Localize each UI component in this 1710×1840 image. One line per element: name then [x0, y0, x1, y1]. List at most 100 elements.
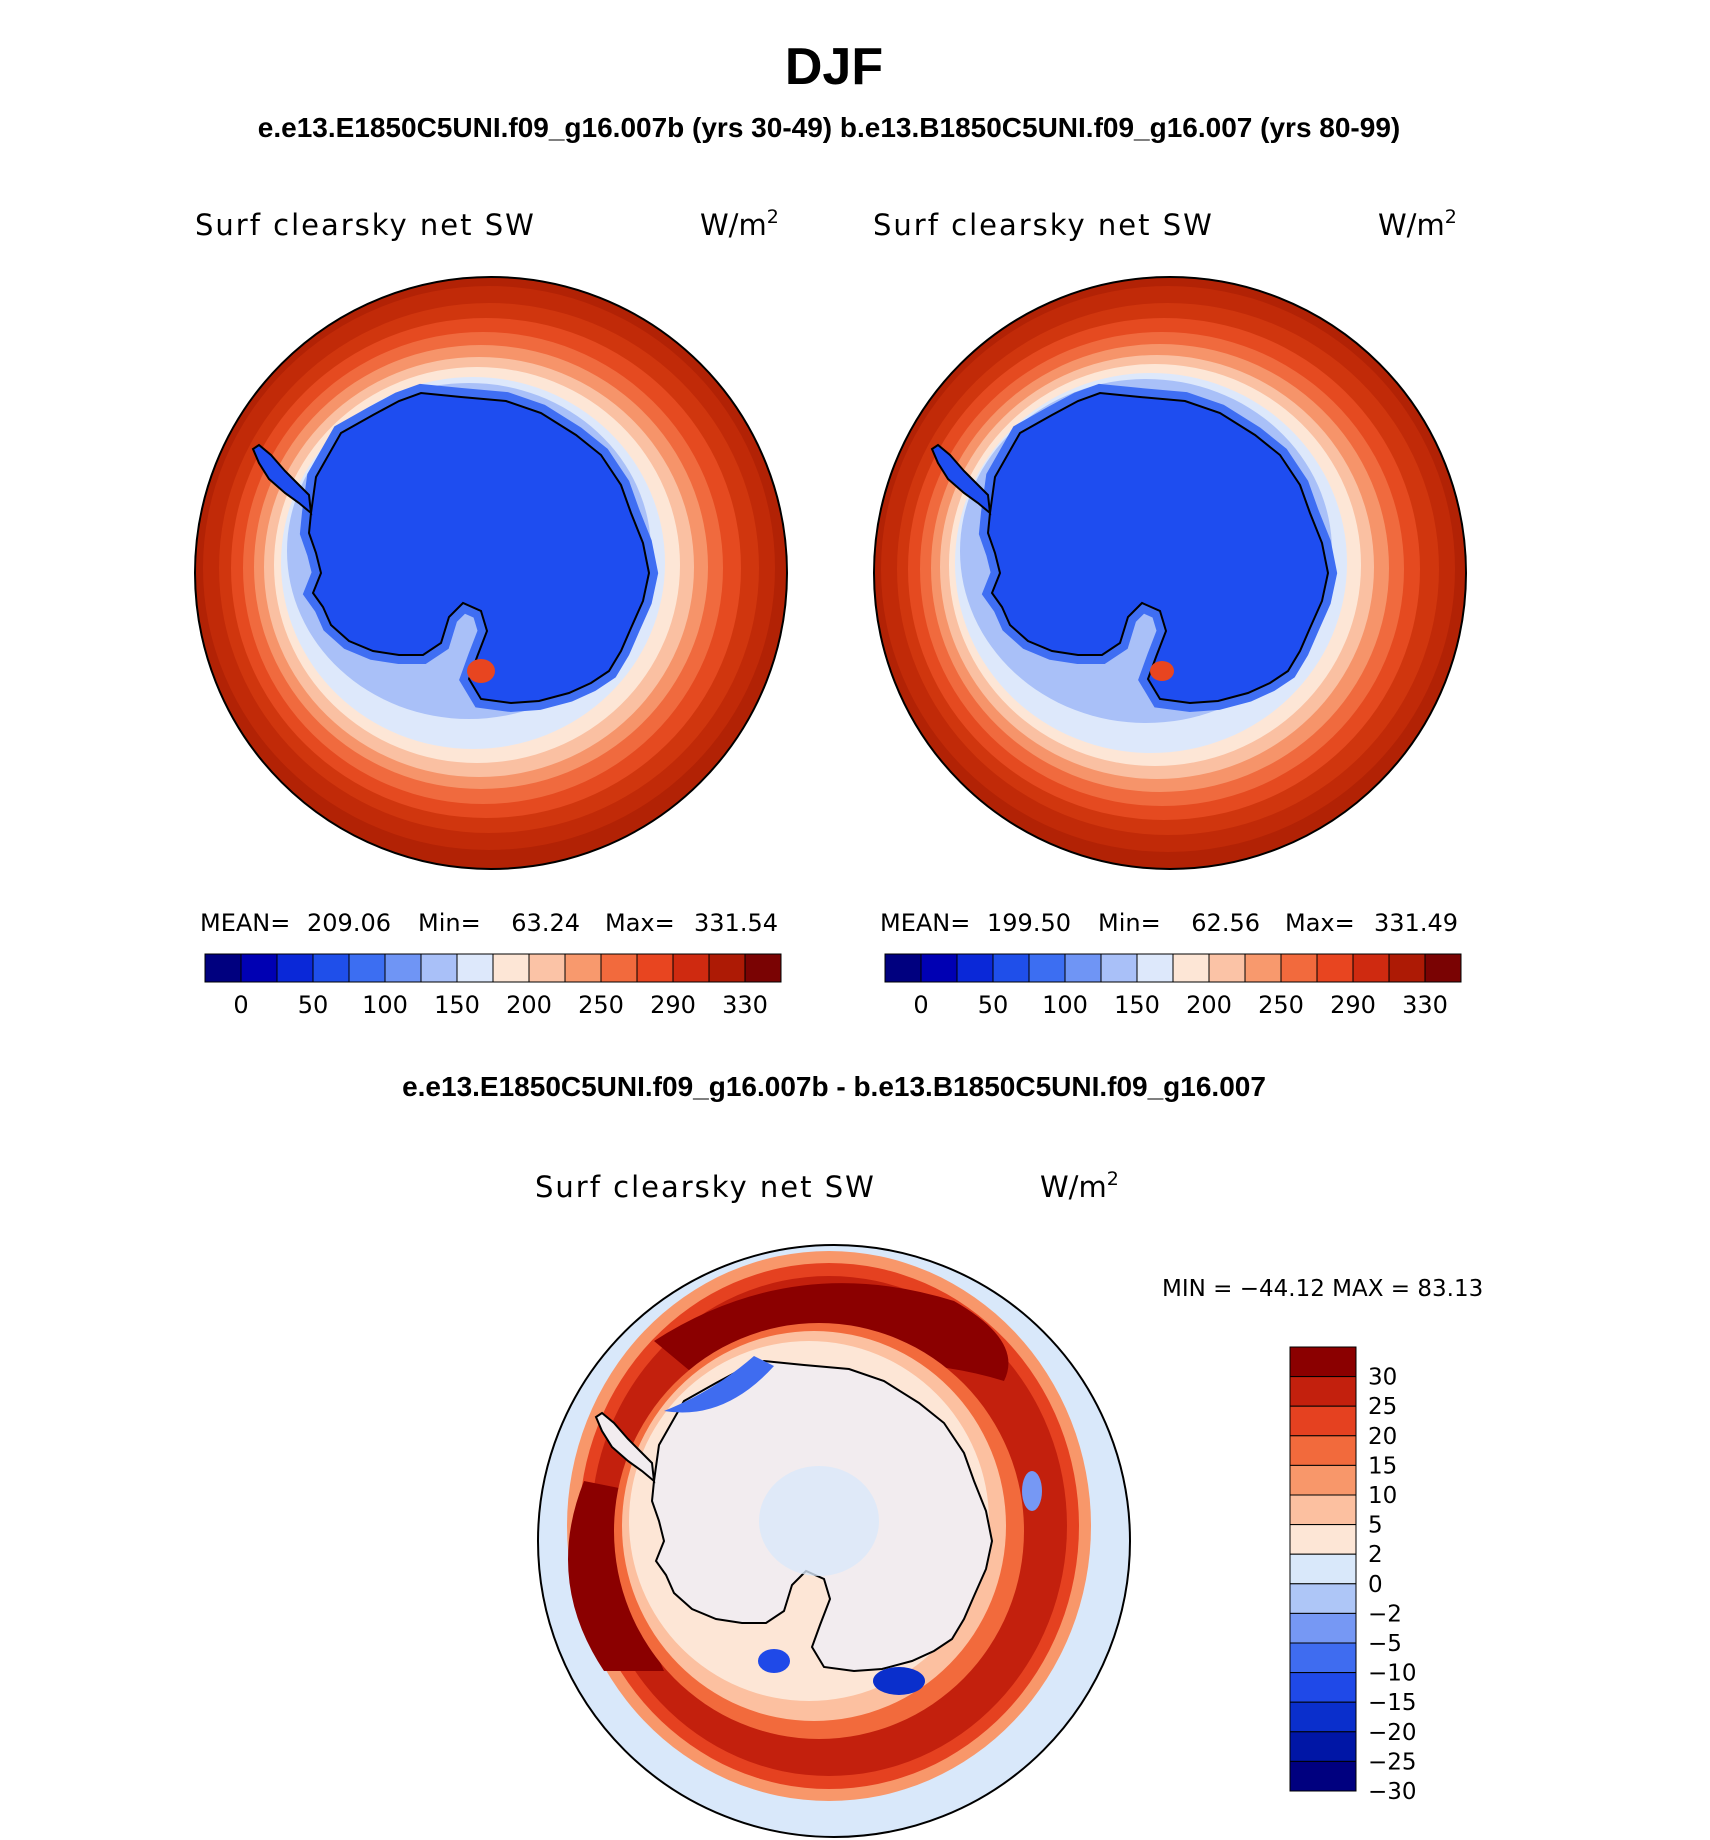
colorbar-tick-label: 150 [434, 991, 480, 1019]
panel-1-max: 331.54 [694, 909, 778, 937]
colorbar-swatch [1289, 1435, 1357, 1466]
panel-1-min-label: Min= [418, 909, 481, 937]
colorbar-tick-label: −2 [1368, 1601, 1402, 1627]
colorbar-swatch [1289, 1346, 1357, 1378]
colorbar-tick-label: 250 [1258, 991, 1304, 1019]
colorbar-tick-label: 290 [1330, 991, 1376, 1019]
panel-2-map [873, 276, 1467, 870]
panel-2: Surf clearsky net SW W/m2 [873, 206, 1467, 1019]
colorbar-swatch [1289, 1376, 1357, 1407]
panel-1-colorbar: 0 50 100 150 200 250 290 330 [204, 953, 782, 1019]
panel-3-units: W/m2 [1040, 1168, 1119, 1204]
colorbar-tick-label: −15 [1368, 1690, 1417, 1716]
header-runs: e.e13.E1850C5UNI.f09_g16.007b (yrs 30-49… [258, 112, 1400, 143]
panel-3-units-sup: 2 [1107, 1168, 1119, 1190]
colorbar-tick-label: 200 [506, 991, 552, 1019]
warm-patch [1150, 661, 1174, 681]
colorbar-tick-label: 10 [1368, 1483, 1397, 1509]
colorbar-swatch [884, 953, 922, 983]
anomaly-min-north [664, 1356, 774, 1413]
colorbar-tick-label: 100 [362, 991, 408, 1019]
page-title: DJF [785, 38, 883, 96]
colorbar-tick-label: −20 [1368, 1720, 1417, 1746]
colorbar-tick-label: 30 [1368, 1365, 1397, 1391]
colorbar-tick-label: 2 [1368, 1542, 1383, 1568]
colorbar-swatch [600, 953, 638, 983]
colorbar-swatch [1280, 953, 1318, 983]
panel-1-title: Surf clearsky net SW [195, 208, 536, 242]
colorbar-swatch [1172, 953, 1210, 983]
colorbar-swatch [744, 953, 782, 983]
colorbar-swatch [1289, 1672, 1357, 1703]
colorbar-tick-label: −10 [1368, 1661, 1417, 1687]
colorbar-swatch [1244, 953, 1282, 983]
colorbar-swatch [420, 953, 458, 983]
colorbar-tick-label: 20 [1368, 1424, 1397, 1450]
colorbar-swatch [920, 953, 958, 983]
panel-3-map [537, 1244, 1131, 1838]
colorbar-swatch [956, 953, 994, 983]
colorbar-swatch [1289, 1760, 1357, 1792]
panel-1-mean-label: MEAN= [200, 909, 290, 937]
anomaly-min-southeast [873, 1667, 925, 1695]
panel-3-units-base: W/m [1040, 1170, 1107, 1204]
colorbar-tick-label: 200 [1186, 991, 1232, 1019]
colorbar-tick-label: 0 [913, 991, 928, 1019]
colorbar-swatch [312, 953, 350, 983]
colorbar-swatch [240, 953, 278, 983]
panel-1-units-sup: 2 [767, 206, 779, 228]
colorbar-tick-label: 5 [1368, 1513, 1383, 1539]
panel-1-map [194, 276, 788, 870]
colorbar-swatch [1289, 1405, 1357, 1437]
colorbar-swatch [564, 953, 602, 983]
map-border [194, 276, 788, 870]
continent-neutral-area [759, 1466, 879, 1576]
colorbar-swatch [1028, 953, 1066, 983]
diff-title: e.e13.E1850C5UNI.f09_g16.007b - b.e13.B1… [402, 1071, 1266, 1102]
map-border [873, 276, 1467, 870]
colorbar-swatch [456, 953, 494, 983]
colorbar-swatch [672, 953, 710, 983]
panel-2-mean: 199.50 [987, 909, 1071, 937]
colorbar-swatch [1289, 1464, 1357, 1496]
panel-2-stats: MEAN= 199.50 Min= 62.56 Max= 331.49 [880, 909, 1458, 937]
colorbar-swatch [1100, 953, 1138, 983]
panel-1-units-base: W/m [700, 208, 767, 242]
anomaly-min-east [1022, 1471, 1042, 1511]
panel-1-stats: MEAN= 209.06 Min= 63.24 Max= 331.54 [200, 909, 778, 937]
panel-2-units: W/m2 [1378, 206, 1457, 242]
colorbar-swatch [1316, 953, 1354, 983]
colorbar-swatch [1424, 953, 1462, 983]
colorbar-swatch [1064, 953, 1102, 983]
panel-2-min: 62.56 [1191, 909, 1260, 937]
colorbar-tick-label: −5 [1368, 1631, 1402, 1657]
colorbar-tick-label: 330 [722, 991, 768, 1019]
colorbar-swatch [1289, 1701, 1357, 1733]
panel-1-mean: 209.06 [307, 909, 391, 937]
panel-2-units-base: W/m [1378, 208, 1445, 242]
colorbar-swatch [1388, 953, 1426, 983]
colorbar-swatch [1289, 1612, 1357, 1644]
colorbar-swatch [992, 953, 1030, 983]
panel-1-min: 63.24 [511, 909, 580, 937]
colorbar-swatch [384, 953, 422, 983]
colorbar-swatch [528, 953, 566, 983]
colorbar-swatch [1289, 1553, 1357, 1585]
panel-2-max-label: Max= [1285, 909, 1355, 937]
panel-2-min-label: Min= [1098, 909, 1161, 937]
panel-2-max: 331.49 [1374, 909, 1458, 937]
colorbar-swatch [348, 953, 386, 983]
panel-2-colorbar: 0 50 100 150 200 250 290 330 [884, 953, 1462, 1019]
colorbar-tick-label: 150 [1114, 991, 1160, 1019]
colorbar-swatch [1208, 953, 1246, 983]
anomaly-min-south [758, 1649, 790, 1673]
colorbar-swatch [1136, 953, 1174, 983]
colorbar-tick-label: 100 [1042, 991, 1088, 1019]
colorbar-swatch [1352, 953, 1390, 983]
panel-3: Surf clearsky net SW W/m2 [535, 1168, 1483, 1838]
colorbar-tick-label: −30 [1368, 1779, 1417, 1805]
colorbar-tick-label: 290 [650, 991, 696, 1019]
colorbar-tick-label: 250 [578, 991, 624, 1019]
